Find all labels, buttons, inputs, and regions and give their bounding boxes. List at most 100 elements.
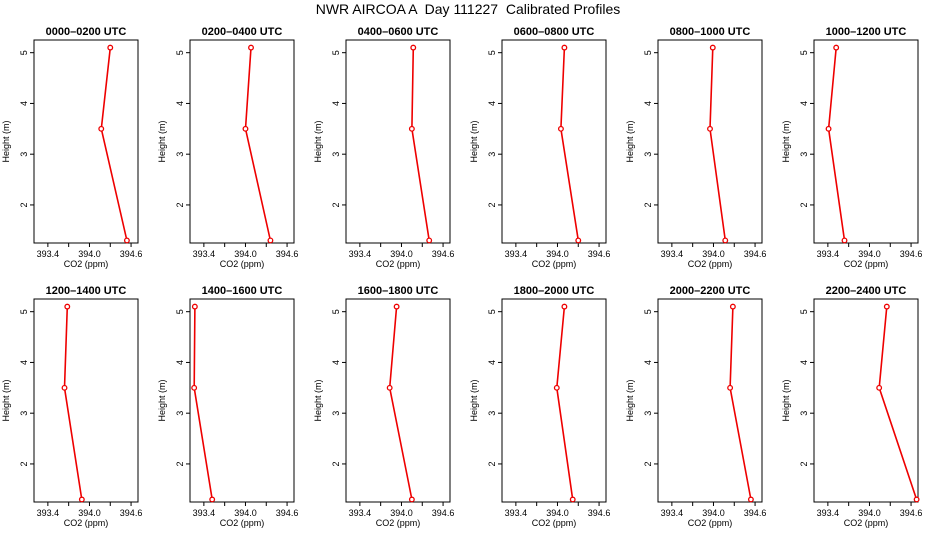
data-point [393, 303, 400, 310]
data-point [426, 237, 433, 244]
y-tick-label: 5 [643, 309, 653, 314]
x-tick-label: 394.0 [858, 508, 881, 518]
panel-title: 0800–1000 UTC [670, 26, 751, 38]
x-axis-label: CO2 (ppm) [376, 259, 421, 269]
x-tick-label: 394.6 [900, 508, 923, 518]
data-point [833, 44, 840, 51]
data-point [561, 303, 568, 310]
x-axis-label: CO2 (ppm) [532, 518, 577, 528]
x-tick-label: 393.4 [349, 508, 372, 518]
y-tick-label: 2 [175, 202, 185, 207]
x-tick-label: 394.0 [78, 508, 101, 518]
data-point [747, 496, 754, 503]
panel-1: 0000–0200 UTC 393.4 394.0 394.6 CO2 (ppm) 2 3 4… [1, 26, 142, 269]
y-axis-label: Height (m) [625, 120, 635, 162]
y-tick-label: 5 [331, 309, 341, 314]
x-tick-label: 393.4 [505, 508, 528, 518]
x-axis-label: CO2 (ppm) [220, 259, 265, 269]
y-axis-label: Height (m) [469, 120, 479, 162]
x-tick-label: 394.6 [744, 249, 767, 259]
profile-line [100, 47, 128, 241]
data-point [61, 384, 68, 391]
x-tick-label: 393.4 [505, 249, 528, 259]
y-tick-label: 4 [331, 360, 341, 365]
panel-12: 2200–2400 UTC 393.4 394.0 394.6 CO2 (ppm) 2 3 4… [781, 285, 922, 528]
x-axis-label: CO2 (ppm) [64, 518, 109, 528]
y-tick-label: 5 [799, 50, 809, 55]
x-tick-label: 394.0 [702, 249, 725, 259]
panel-2: 0200–0400 UTC 393.4 394.0 394.6 CO2 (ppm) 2 3 4… [157, 26, 298, 269]
data-point [191, 384, 198, 391]
panel-title: 1200–1400 UTC [46, 285, 127, 297]
x-tick-label: 393.4 [193, 249, 216, 259]
y-axis-label: Height (m) [1, 120, 11, 162]
y-tick-label: 5 [175, 309, 185, 314]
data-point [123, 237, 130, 244]
y-tick-label: 5 [19, 309, 29, 314]
x-tick-label: 394.6 [900, 249, 923, 259]
x-tick-label: 394.0 [702, 508, 725, 518]
profile-line [63, 306, 83, 500]
panel-6: 1000–1200 UTC 393.4 394.0 394.6 CO2 (ppm) 2 3 4… [781, 26, 922, 269]
plot-frame [501, 298, 607, 503]
profile-line [388, 306, 413, 500]
x-axis-label: CO2 (ppm) [688, 518, 733, 528]
y-tick-label: 5 [487, 50, 497, 55]
profile-line [244, 47, 272, 241]
profile-line [560, 47, 580, 241]
y-tick-label: 4 [643, 101, 653, 106]
profile-line [193, 306, 213, 500]
y-tick-label: 2 [799, 202, 809, 207]
x-axis-label: CO2 (ppm) [376, 518, 421, 528]
panel-title: 2200–2400 UTC [826, 285, 907, 297]
x-tick-label: 393.4 [661, 249, 684, 259]
y-tick-label: 3 [175, 411, 185, 416]
data-point [569, 496, 576, 503]
panel-10: 1800–2000 UTC 393.4 394.0 394.6 CO2 (ppm) 2 3 4… [469, 285, 610, 528]
y-tick-label: 4 [799, 101, 809, 106]
panel-title: 0400–0600 UTC [358, 26, 439, 38]
y-tick-label: 2 [175, 461, 185, 466]
panel-7: 1200–1400 UTC 393.4 394.0 394.6 CO2 (ppm) 2 3 4… [1, 285, 142, 528]
x-axis-label: CO2 (ppm) [688, 259, 733, 269]
x-tick-label: 394.0 [546, 249, 569, 259]
y-tick-label: 4 [19, 101, 29, 106]
data-point [98, 125, 105, 132]
panel-title: 1800–2000 UTC [514, 285, 595, 297]
y-tick-label: 5 [799, 309, 809, 314]
y-tick-label: 3 [487, 411, 497, 416]
plot-frame [657, 39, 763, 244]
y-tick-label: 4 [19, 360, 29, 365]
y-tick-label: 5 [643, 50, 653, 55]
x-tick-label: 394.6 [588, 249, 611, 259]
plot-frame [813, 39, 919, 244]
x-tick-label: 394.0 [390, 249, 413, 259]
y-axis-label: Height (m) [469, 379, 479, 421]
data-point [825, 125, 832, 132]
y-tick-label: 4 [175, 360, 185, 365]
data-point [408, 496, 415, 503]
x-tick-label: 394.0 [546, 508, 569, 518]
panel-grid: 0000–0200 UTC 393.4 394.0 394.6 CO2 (ppm) 2 3 4… [1, 26, 922, 528]
profile-line [729, 306, 752, 500]
x-tick-label: 394.6 [120, 508, 143, 518]
data-point [107, 44, 114, 51]
y-tick-label: 5 [487, 309, 497, 314]
plot-frame [189, 39, 295, 244]
data-point [386, 384, 393, 391]
x-tick-label: 394.6 [120, 249, 143, 259]
y-axis-label: Height (m) [781, 379, 791, 421]
figure-title: NWR AIRCOA A Day 111227 Calibrated Profi… [316, 1, 621, 17]
y-tick-label: 3 [799, 152, 809, 157]
data-point [561, 44, 568, 51]
y-tick-label: 2 [487, 461, 497, 466]
panel-title: 1400–1600 UTC [202, 285, 283, 297]
x-tick-label: 394.6 [276, 508, 299, 518]
y-axis-label: Height (m) [781, 120, 791, 162]
data-point [267, 237, 274, 244]
y-tick-label: 3 [331, 411, 341, 416]
x-tick-label: 394.0 [78, 249, 101, 259]
data-point [410, 44, 417, 51]
data-point [64, 303, 71, 310]
